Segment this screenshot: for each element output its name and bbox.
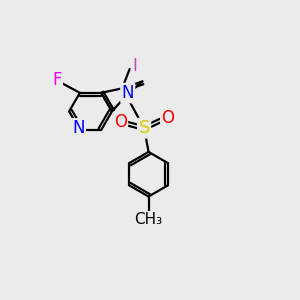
Text: F: F [52, 71, 62, 89]
Text: N: N [122, 84, 134, 102]
Text: N: N [72, 119, 85, 137]
Text: O: O [161, 109, 174, 127]
Text: I: I [133, 57, 137, 75]
Text: O: O [114, 113, 127, 131]
Text: S: S [138, 119, 150, 137]
Text: CH₃: CH₃ [134, 212, 163, 227]
